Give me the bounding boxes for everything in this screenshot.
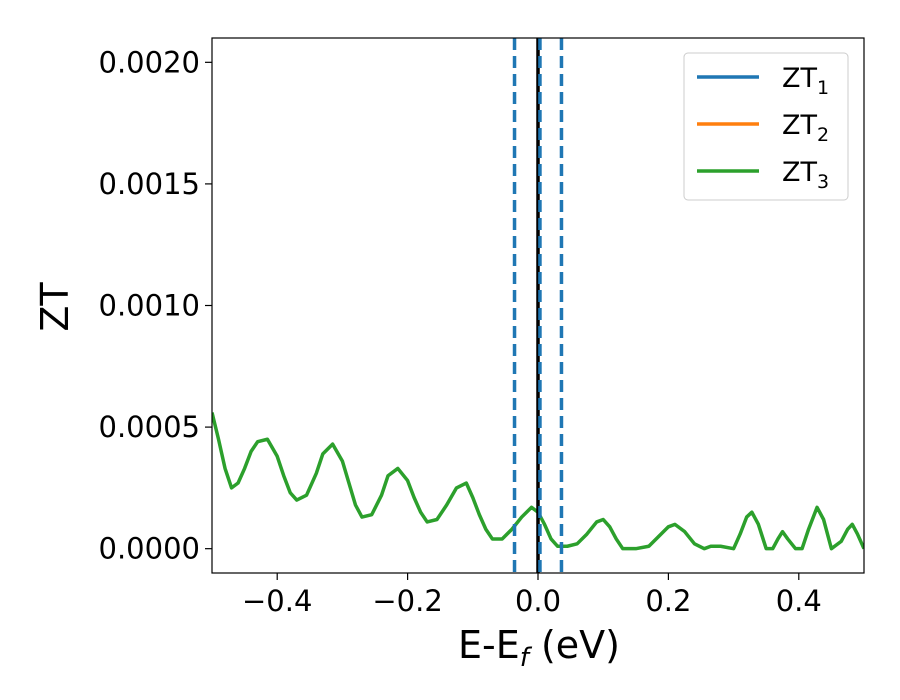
x-tick-label: 0.4 (776, 584, 822, 618)
y-axis-label: ZT (33, 282, 77, 332)
y-axis-ticks: 0.0000 0.0005 0.0010 0.0015 0.0020 (99, 45, 212, 566)
legend-label-2: ZT2 (782, 110, 829, 146)
x-tick-label: 0.2 (645, 584, 691, 618)
x-tick-label: −0.2 (372, 584, 442, 618)
plot-area (212, 38, 864, 573)
y-tick-label: 0.0020 (99, 45, 200, 79)
x-axis-ticks: −0.4 −0.2 0.0 0.2 0.4 (242, 573, 822, 618)
legend: ZT1 ZT2 ZT3 (683, 52, 849, 201)
legend-label-1: ZT1 (782, 63, 829, 99)
x-tick-label: −0.4 (242, 584, 312, 618)
y-tick-label: 0.0015 (99, 167, 200, 201)
legend-box (683, 52, 849, 201)
y-tick-label: 0.0000 (99, 532, 200, 566)
x-axis-label-main: E-E (458, 623, 520, 667)
x-axis-label-unit: (eV) (529, 623, 620, 667)
legend-label-3: ZT3 (782, 157, 829, 193)
series-line-3 (212, 412, 864, 551)
y-tick-label: 0.0005 (99, 410, 200, 444)
x-tick-label: 0.0 (515, 584, 561, 618)
y-tick-label: 0.0010 (99, 289, 200, 323)
x-axis-label: E-Ef (eV) (458, 623, 620, 673)
plot-frame (211, 37, 865, 574)
